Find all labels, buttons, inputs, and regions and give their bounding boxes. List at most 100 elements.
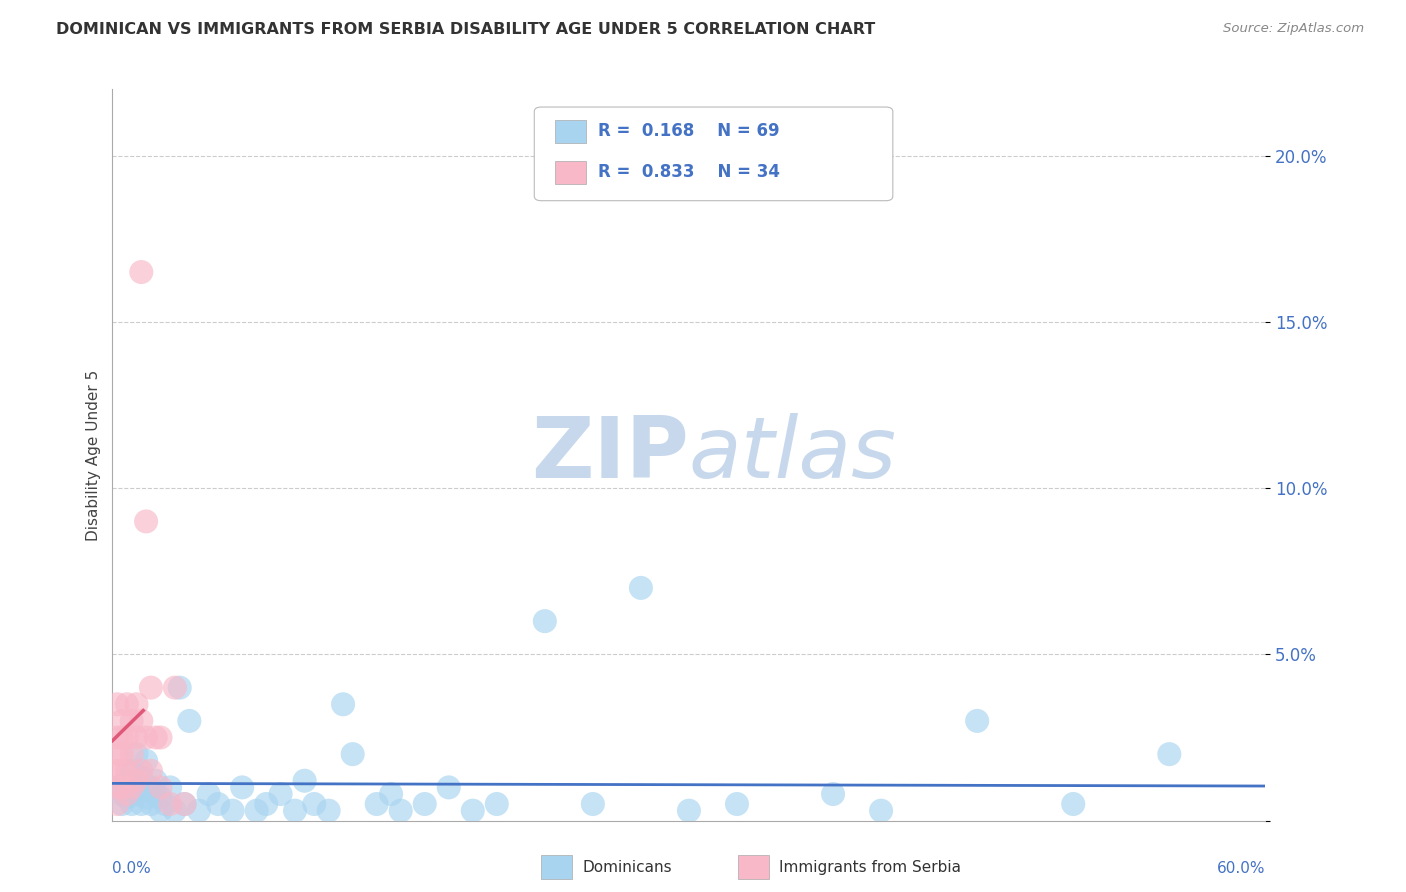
Text: Source: ZipAtlas.com: Source: ZipAtlas.com xyxy=(1223,22,1364,36)
Point xyxy=(105,764,128,778)
Point xyxy=(332,804,354,818)
Point xyxy=(111,731,134,745)
Point xyxy=(1177,780,1199,795)
Point xyxy=(153,780,176,795)
Point xyxy=(246,804,269,818)
Point xyxy=(107,698,129,712)
Point xyxy=(111,773,134,788)
Point xyxy=(107,787,129,801)
Point xyxy=(122,797,145,811)
Point xyxy=(128,681,150,695)
Point xyxy=(115,790,138,805)
Point xyxy=(105,787,128,801)
Point xyxy=(129,797,153,811)
Point xyxy=(112,714,135,728)
Point xyxy=(112,764,135,778)
Point xyxy=(117,797,139,811)
Point xyxy=(124,797,146,811)
Point xyxy=(197,747,219,761)
Point xyxy=(143,797,166,811)
Point xyxy=(111,787,134,801)
Point xyxy=(118,731,141,745)
Point xyxy=(121,731,143,745)
Point xyxy=(226,797,249,811)
Point xyxy=(108,714,131,728)
Point xyxy=(105,797,128,811)
Point xyxy=(112,797,135,811)
Point xyxy=(107,731,129,745)
Point xyxy=(188,804,211,818)
Point xyxy=(103,731,125,745)
Point xyxy=(169,787,191,801)
Point xyxy=(121,780,143,795)
Point xyxy=(121,804,143,818)
Point xyxy=(136,804,159,818)
Text: Dominicans: Dominicans xyxy=(582,860,672,874)
Point xyxy=(908,780,931,795)
Point xyxy=(108,780,131,795)
Point xyxy=(1244,764,1267,778)
Point xyxy=(107,773,129,788)
Point xyxy=(966,797,988,811)
Point xyxy=(111,747,134,761)
Point xyxy=(159,804,181,818)
Point xyxy=(217,804,239,818)
Point xyxy=(485,797,508,811)
Point xyxy=(127,681,149,695)
Text: 0.0%: 0.0% xyxy=(112,861,152,876)
Point xyxy=(108,764,131,778)
Point xyxy=(274,614,297,628)
Point xyxy=(103,780,125,795)
Point xyxy=(121,790,143,805)
Point xyxy=(117,780,139,795)
Point xyxy=(236,780,259,795)
Point xyxy=(524,747,547,761)
Point xyxy=(105,747,128,761)
Point xyxy=(352,797,374,811)
Point xyxy=(831,797,853,811)
Y-axis label: Disability Age Under 5: Disability Age Under 5 xyxy=(86,369,101,541)
Point xyxy=(773,747,796,761)
Point xyxy=(174,804,197,818)
Point xyxy=(640,764,662,778)
Point xyxy=(105,731,128,745)
Point xyxy=(312,581,335,595)
Point xyxy=(105,780,128,795)
Text: DOMINICAN VS IMMIGRANTS FROM SERBIA DISABILITY AGE UNDER 5 CORRELATION CHART: DOMINICAN VS IMMIGRANTS FROM SERBIA DISA… xyxy=(56,22,876,37)
Point xyxy=(103,797,125,811)
Point xyxy=(1139,797,1161,811)
Point xyxy=(163,797,186,811)
Point xyxy=(194,698,217,712)
Text: R =  0.168    N = 69: R = 0.168 N = 69 xyxy=(598,122,779,140)
Point xyxy=(112,265,135,279)
Point xyxy=(108,747,131,761)
Point xyxy=(389,787,412,801)
Point xyxy=(447,714,470,728)
Point xyxy=(124,780,146,795)
Point xyxy=(103,747,125,761)
Point xyxy=(117,764,139,778)
Point xyxy=(149,804,172,818)
Point xyxy=(127,804,149,818)
Point xyxy=(111,780,134,795)
Point xyxy=(107,790,129,805)
Point xyxy=(115,731,138,745)
Point xyxy=(716,797,738,811)
Point xyxy=(112,771,135,785)
Point xyxy=(1081,804,1104,818)
Point xyxy=(103,764,125,778)
Point xyxy=(582,780,605,795)
Point xyxy=(108,797,131,811)
Point xyxy=(118,787,141,801)
Point xyxy=(103,780,125,795)
Point xyxy=(409,804,432,818)
Point xyxy=(129,797,153,811)
Point xyxy=(115,515,138,529)
Point xyxy=(117,681,139,695)
Point xyxy=(207,797,229,811)
Point xyxy=(1024,787,1046,801)
Point xyxy=(181,797,204,811)
Point xyxy=(139,787,162,801)
Point xyxy=(111,698,134,712)
Point xyxy=(254,797,277,811)
